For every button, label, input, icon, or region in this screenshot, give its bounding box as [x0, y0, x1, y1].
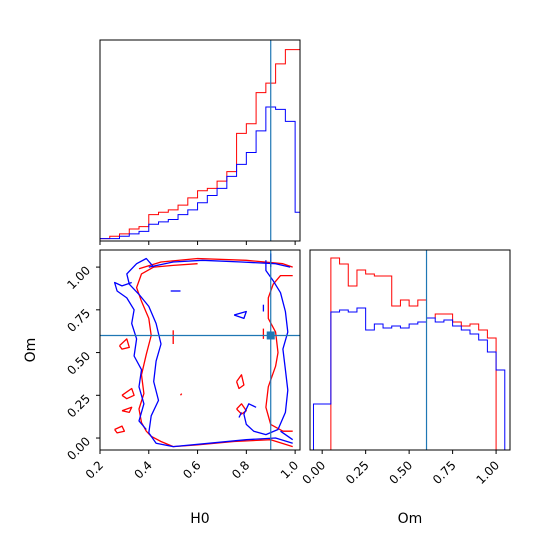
contour-H0-Om-series-1-contour-6: [233, 310, 247, 320]
hist-Om-xtick-label-1: 0.25: [343, 458, 372, 487]
contour-H0-Om-series-1-contour-4: [280, 430, 294, 441]
contour-H0-Om-xtick-label-1: 0.4: [132, 458, 155, 481]
contour-H0-Om-frame: [99, 249, 301, 451]
contour-H0-Om-series-1-contour-1: [126, 257, 293, 448]
contour-H0-Om-series-0-contour-3: [114, 425, 126, 434]
hist-H0-series-1: [100, 106, 300, 241]
contour-H0-Om-ytick-label-3: 0.75: [64, 306, 93, 335]
hist-Om-xtick-label-3: 0.75: [430, 458, 459, 487]
hist-Om-xtick-label-4: 1.00: [473, 458, 502, 487]
contour-H0-Om-xtick-label-0: 0.2: [83, 458, 106, 481]
contour-H0-Om-xtick-label-3: 0.8: [229, 458, 252, 481]
contour-H0-Om-series-0-contour-8: [179, 393, 183, 396]
hist-Om-series-1: [312, 307, 506, 450]
contour-H0-Om-ytick-label-4: 1.00: [64, 263, 93, 292]
contour-H0-Om-series-0-contour-6: [118, 338, 130, 350]
contour-H0-Om-xtick-label-4: 1.0: [278, 458, 301, 481]
hist-H0-frame: [99, 39, 301, 242]
hist-Om-xlabel: Om: [398, 511, 423, 527]
contour-H0-Om-series-0-contour-4: [121, 406, 133, 414]
contour-H0-Om-series-0-contour-10: [235, 374, 245, 390]
contour-H0-Om-ytick-label-2: 0.50: [64, 349, 93, 378]
contour-H0-Om-series-1-contour-0: [148, 259, 291, 268]
hist-Om-frame: [309, 249, 511, 451]
contour-xlabel: H0: [190, 511, 209, 527]
contour-H0-Om-ytick-label-1: 0.25: [64, 392, 93, 421]
contour-H0-Om-series-1-contour-7: [238, 412, 243, 418]
hist-Om-series-0: [313, 257, 505, 450]
contour-H0-Om-series-0-contour-9: [236, 403, 247, 415]
contour-H0-Om-series-0-contour-5: [121, 387, 135, 400]
contour-H0-Om-series-0-contour-1: [265, 274, 293, 432]
contour-H0-Om-ytick-label-0: 0.00: [64, 434, 93, 463]
contour-H0-Om-xtick-label-2: 0.6: [180, 458, 203, 481]
contour-H0-Om-truth-marker: [266, 331, 275, 340]
hist-Om-xtick-label-0: 0.00: [300, 458, 329, 487]
hist-Om-xtick-label-2: 0.50: [386, 458, 415, 487]
contour-H0-Om-series-0-contour-0: [138, 257, 293, 270]
contour-H0-Om-series-1-contour-3: [243, 260, 289, 436]
contour-ylabel: Om: [23, 338, 39, 363]
hist-H0-series-0: [100, 49, 300, 241]
contour-H0-Om-series-1-contour-2: [113, 281, 147, 430]
